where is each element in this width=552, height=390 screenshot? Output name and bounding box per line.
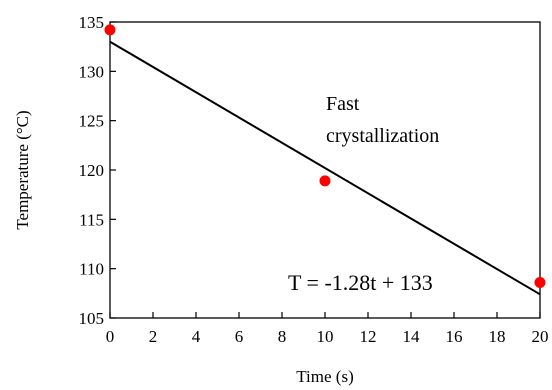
x-tick-label: 6 (235, 327, 244, 346)
y-tick-label: 115 (79, 210, 104, 229)
y-tick-label: 125 (79, 112, 105, 131)
trendline-equation: T = -1.28t + 133 (288, 270, 433, 295)
x-tick-label: 16 (446, 327, 463, 346)
y-tick-label: 110 (79, 260, 104, 279)
x-axis: 0 2 4 6 8 10 12 14 16 18 20 (106, 312, 549, 346)
y-tick-label: 130 (79, 62, 105, 81)
x-tick-label: 20 (532, 327, 549, 346)
x-tick-label: 8 (278, 327, 287, 346)
y-axis-title: Temperature (°C) (13, 110, 32, 229)
y-tick-label: 105 (79, 309, 105, 328)
x-tick-label: 4 (192, 327, 201, 346)
y-axis: 105 110 115 120 125 130 135 (79, 13, 116, 328)
x-tick-label: 10 (317, 327, 334, 346)
x-tick-label: 2 (149, 327, 158, 346)
y-tick-label: 120 (79, 161, 105, 180)
data-point (104, 24, 116, 36)
x-tick-label: 0 (106, 327, 115, 346)
data-point (319, 175, 331, 187)
x-tick-label: 12 (360, 327, 377, 346)
y-tick-label: 135 (79, 13, 105, 32)
annotation-fast: Fast (326, 93, 360, 115)
data-point (534, 276, 546, 288)
x-tick-label: 14 (403, 327, 421, 346)
data-points (104, 24, 546, 288)
x-axis-title: Time (s) (296, 367, 353, 386)
annotation-crystallization: crystallization (326, 125, 439, 147)
trendline (109, 40, 541, 296)
x-tick-label: 18 (489, 327, 506, 346)
